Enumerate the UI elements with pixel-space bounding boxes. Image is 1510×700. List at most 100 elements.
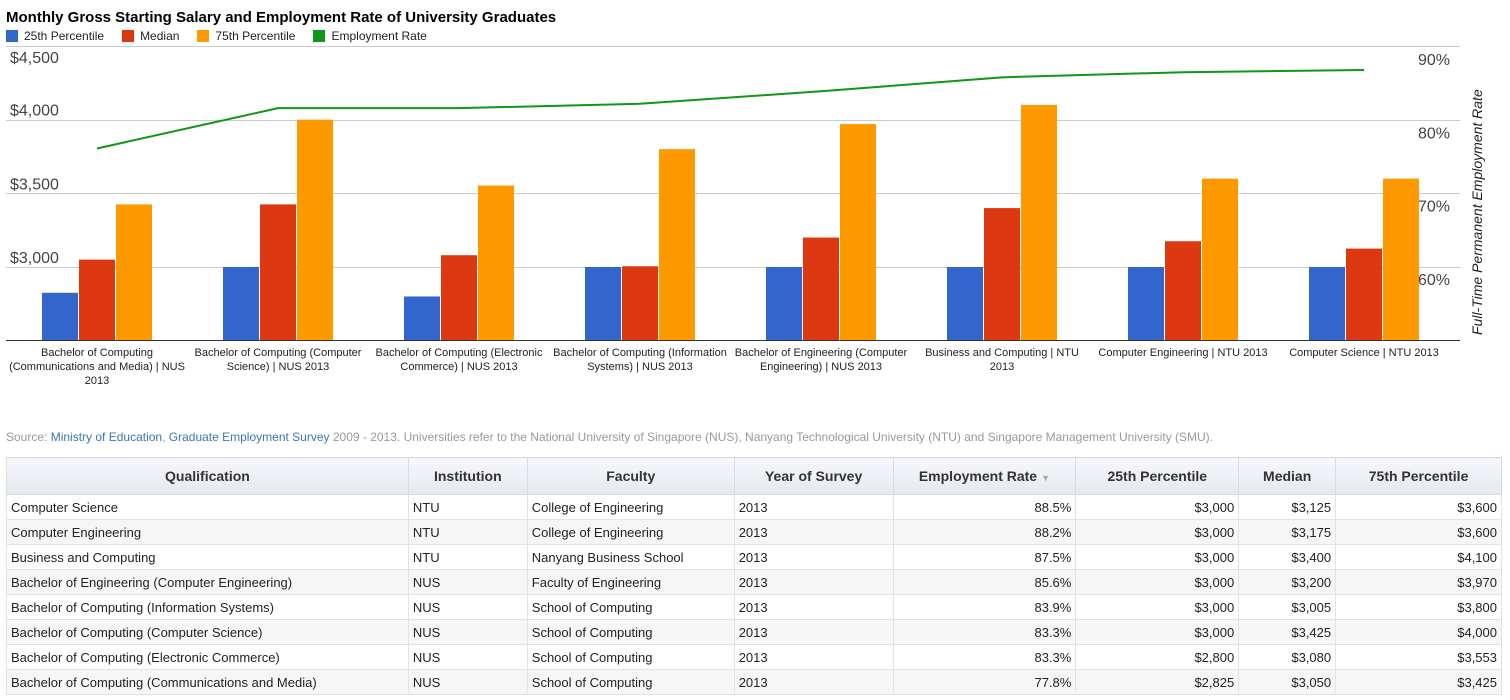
- chart-title: Monthly Gross Starting Salary and Employ…: [6, 9, 557, 26]
- header-faculty[interactable]: Faculty: [526, 457, 735, 495]
- cell-qualification: Bachelor of Computing (Communications an…: [6, 669, 409, 695]
- cell-qualification: Computer Engineering: [6, 519, 409, 545]
- cell-75th: $3,970: [1335, 569, 1502, 595]
- y-left-tick-label: $4,500: [10, 50, 59, 67]
- x-tick-label: Business and Computing | NTU: [925, 347, 1079, 359]
- cell-median: $3,175: [1238, 519, 1337, 545]
- bar-line-chart: $3,000 $3,500 $4,000 $4,500 60% 70% 80% 90% Full…: [6, 46, 1485, 387]
- cell-median: $3,125: [1238, 494, 1337, 520]
- cell-75th: $3,553: [1335, 644, 1502, 670]
- bar-25th: [42, 292, 78, 340]
- legend-label-25th: 25th Percentile: [24, 29, 105, 43]
- cell-employment-rate: 83.3%: [892, 644, 1077, 670]
- x-tick-label: Commerce) | NUS 2013: [400, 361, 517, 373]
- cell-75th: $3,800: [1335, 594, 1502, 620]
- table-header-row: Qualification Institution Faculty Year o…: [6, 457, 1502, 495]
- legend-label-median: Median: [140, 29, 180, 43]
- source-link-moe[interactable]: Ministry of Education: [50, 430, 163, 444]
- cell-25th: $2,800: [1075, 644, 1240, 670]
- cell-median: $3,050: [1238, 669, 1337, 695]
- cell-year: 2013: [733, 544, 894, 570]
- cell-qualification: Computer Science: [6, 494, 409, 520]
- header-qualification[interactable]: Qualification: [6, 457, 409, 495]
- cell-25th: $3,000: [1075, 544, 1240, 570]
- cell-faculty: College of Engineering: [526, 494, 735, 520]
- x-tick-label: Bachelor of Computing: [41, 347, 153, 359]
- bar-75th: [1202, 178, 1238, 340]
- table-row[interactable]: Computer Science NTU College of Engineerin…: [6, 494, 1502, 520]
- cell-year: 2013: [733, 594, 894, 620]
- cell-25th: $3,000: [1075, 569, 1240, 595]
- cell-institution: NUS: [407, 644, 528, 670]
- bar-25th: [404, 296, 440, 340]
- cell-institution: NUS: [407, 594, 528, 620]
- cell-employment-rate: 88.2%: [892, 519, 1077, 545]
- header-median[interactable]: Median: [1238, 457, 1337, 495]
- table-row[interactable]: Computer Engineering NTU College of Engine…: [6, 519, 1502, 545]
- bar-75th: [478, 185, 514, 340]
- legend-item-25th[interactable]: 25th Percentile: [6, 29, 104, 43]
- bar-25th: [1309, 267, 1345, 340]
- bar-median: [1346, 248, 1382, 340]
- table-row[interactable]: Bachelor of Computing (Communications an…: [6, 669, 1502, 695]
- cell-institution: NUS: [407, 569, 528, 595]
- bar-75th: [116, 204, 152, 340]
- cell-employment-rate: 88.5%: [892, 494, 1077, 520]
- y-right-tick-label: 70%: [1418, 199, 1450, 216]
- header-year[interactable]: Year of Survey: [733, 457, 894, 495]
- legend-label-75th: 75th Percentile: [215, 29, 296, 43]
- legend-label-employment: Employment Rate: [331, 29, 427, 43]
- cell-25th: $3,000: [1075, 619, 1240, 645]
- cell-year: 2013: [733, 494, 894, 520]
- data-table: Qualification Institution Faculty Year o…: [6, 457, 1502, 695]
- cell-year: 2013: [733, 619, 894, 645]
- bar-25th: [223, 267, 259, 340]
- legend-item-employment[interactable]: Employment Rate: [313, 29, 427, 43]
- x-tick-label: Bachelor of Engineering (Computer: [735, 347, 908, 359]
- header-employment-rate[interactable]: Employment Rate ▼: [892, 457, 1077, 495]
- x-tick-label: (Communications and Media) | NUS: [9, 361, 185, 373]
- cell-75th: $4,000: [1335, 619, 1502, 645]
- bar-25th: [1128, 267, 1164, 340]
- bar-75th: [840, 124, 876, 340]
- table-row[interactable]: Bachelor of Engineering (Computer Engine…: [6, 569, 1502, 595]
- cell-faculty: School of Computing: [526, 669, 735, 695]
- header-75th[interactable]: 75th Percentile: [1335, 457, 1502, 495]
- source-link-ges[interactable]: Graduate Employment Survey: [168, 430, 330, 444]
- x-tick-label: 2013: [85, 375, 109, 387]
- bar-75th: [659, 149, 695, 340]
- cell-75th: $3,425: [1335, 669, 1502, 695]
- bar-75th: [297, 119, 333, 341]
- y-right-axis-label: Full-Time Permanent Employment Rate: [1469, 89, 1485, 335]
- bar-25th: [766, 267, 802, 340]
- cell-institution: NUS: [407, 619, 528, 645]
- y-right-tick-label: 60%: [1418, 272, 1450, 289]
- x-tick-label: Engineering) | NUS 2013: [760, 361, 882, 373]
- header-institution[interactable]: Institution: [407, 457, 528, 495]
- legend-item-75th[interactable]: 75th Percentile: [197, 29, 295, 43]
- cell-year: 2013: [733, 669, 894, 695]
- y-left-tick-label: $3,500: [10, 176, 59, 193]
- legend-swatch-25th: [6, 30, 18, 42]
- sort-desc-icon: ▼: [1041, 473, 1051, 483]
- cell-year: 2013: [733, 569, 894, 595]
- cell-25th: $3,000: [1075, 594, 1240, 620]
- cell-qualification: Bachelor of Computing (Electronic Commer…: [6, 644, 409, 670]
- legend-item-median[interactable]: Median: [122, 29, 179, 43]
- table-row[interactable]: Bachelor of Computing (Information Syste…: [6, 594, 1502, 620]
- cell-median: $3,425: [1238, 619, 1337, 645]
- cell-qualification: Bachelor of Computing (Computer Science): [6, 619, 409, 645]
- table-row[interactable]: Bachelor of Computing (Computer Science)…: [6, 619, 1502, 645]
- cell-qualification: Bachelor of Computing (Information Syste…: [6, 594, 409, 620]
- cell-25th: $3,000: [1075, 519, 1240, 545]
- header-25th[interactable]: 25th Percentile: [1075, 457, 1240, 495]
- cell-75th: $3,600: [1335, 494, 1502, 520]
- cell-institution: NTU: [407, 544, 528, 570]
- source-prefix: Source:: [6, 430, 51, 444]
- x-tick-label: Bachelor of Computing (Information: [553, 347, 727, 359]
- source-note: Source: Ministry of Education, Graduate …: [6, 430, 1213, 444]
- x-tick-label: Computer Science | NTU 2013: [1289, 347, 1439, 359]
- table-row[interactable]: Business and Computing NTU Nanyang Busines…: [6, 544, 1502, 570]
- y-left-tick-label: $3,000: [10, 250, 59, 267]
- table-row[interactable]: Bachelor of Computing (Electronic Commer…: [6, 644, 1502, 670]
